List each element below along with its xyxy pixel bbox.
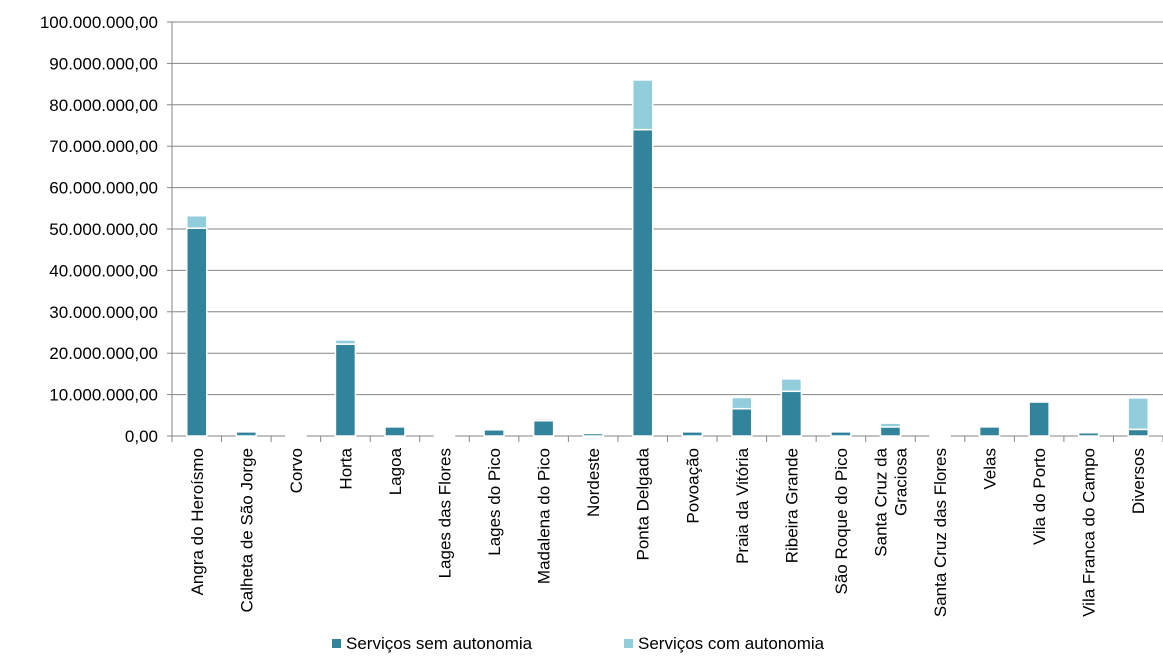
x-tick-label: Diversos (1129, 448, 1148, 514)
legend-swatch (624, 639, 633, 648)
gridlines (172, 21, 1163, 396)
x-tick-label: Praia da Vitória (733, 447, 752, 563)
y-tick-label: 60.000.000,00 (49, 179, 158, 198)
bars (186, 79, 1149, 437)
x-tick-label: Povoação (683, 448, 702, 524)
bar-segment-sem-autonomia (879, 426, 902, 437)
y-tick-label: 80.000.000,00 (49, 96, 158, 115)
bar-segment-sem-autonomia (830, 431, 852, 437)
bar-segment-com-autonomia (334, 339, 357, 345)
x-tick-label: Corvo (287, 448, 306, 493)
bar-segment-sem-autonomia (186, 227, 208, 437)
legend: Serviços sem autonomia Serviços com auton… (332, 634, 825, 653)
x-tick-label: Vila do Porto (1030, 448, 1049, 545)
x-tick-label: Horta (336, 447, 355, 489)
y-tick-label: 50.000.000,00 (49, 220, 158, 239)
x-tick-label: Angra do Heroísmo (188, 448, 207, 595)
bar-segment-com-autonomia (1077, 431, 1100, 434)
x-tick-label: Santa Cruz da (871, 447, 890, 556)
axes (167, 21, 1163, 442)
legend-label: Serviços sem autonomia (346, 634, 533, 653)
bar-segment-sem-autonomia (731, 407, 753, 437)
x-tick-label: Ribeira Grande (782, 448, 801, 563)
bar-segment-com-autonomia (631, 79, 654, 131)
y-tick-label: 40.000.000,00 (49, 261, 158, 280)
bar-segment-com-autonomia (879, 422, 902, 428)
x-tick-label: Ponta Delgada (634, 447, 653, 560)
legend-swatch (332, 639, 341, 648)
y-tick-labels: 0,00 10.000.000,00 20.000.000,00 30.000.000… (40, 13, 158, 446)
bar-segment-sem-autonomia (384, 426, 406, 437)
y-tick-label: 0,00 (125, 427, 158, 446)
y-tick-label: 10.000.000,00 (49, 386, 158, 405)
x-tick-label: Vila Franca do Campo (1080, 448, 1099, 617)
x-tick-label: Lagoa (386, 447, 405, 495)
bar-segment-sem-autonomia (681, 431, 704, 437)
bar-segment-sem-autonomia (433, 434, 456, 437)
x-tick-label: Graciosa (891, 447, 910, 516)
bar-segment-sem-autonomia (780, 390, 803, 437)
x-tick-label: Madalena do Pico (535, 448, 554, 584)
bar-segment-com-autonomia (731, 396, 753, 410)
y-tick-label: 20.000.000,00 (49, 344, 158, 363)
bar-segment-sem-autonomia (631, 128, 654, 437)
y-tick-label: 70.000.000,00 (49, 137, 158, 156)
bar-segment-sem-autonomia (235, 431, 258, 437)
bar-segment-sem-autonomia (334, 343, 357, 437)
bar-segment-sem-autonomia (532, 419, 555, 437)
x-tick-label: Nordeste (584, 448, 603, 517)
x-tick-label: Santa Cruz das Flores (931, 448, 950, 617)
bar-segment-sem-autonomia (285, 434, 307, 437)
x-tick-label: Lages das Flores (436, 448, 455, 578)
x-tick-label: São Roque do Pico (832, 448, 851, 595)
bar-segment-sem-autonomia (483, 429, 505, 437)
bar-segment-com-autonomia (532, 418, 555, 422)
bar-segment-sem-autonomia (1127, 428, 1149, 437)
x-tick-labels: Angra do Heroísmo Calheta de São Jorge Cor… (188, 447, 1148, 617)
bar-segment-sem-autonomia (1028, 401, 1050, 437)
x-tick-label: Calheta de São Jorge (237, 448, 256, 612)
x-tick-label: Velas (981, 448, 1000, 490)
bar-segment-com-autonomia (780, 378, 803, 393)
y-tick-label: 30.000.000,00 (49, 303, 158, 322)
bar-segment-sem-autonomia (978, 426, 1001, 437)
y-tick-label: 90.000.000,00 (49, 54, 158, 73)
bar-segment-sem-autonomia (929, 434, 951, 437)
y-tick-label: 100.000.000,00 (40, 13, 158, 32)
legend-label: Serviços com autonomia (638, 634, 825, 653)
x-tick-label: Lages do Pico (485, 448, 504, 556)
bar-segment-sem-autonomia (582, 432, 604, 437)
bar-segment-com-autonomia (1127, 397, 1149, 431)
bar-segment-com-autonomia (186, 215, 208, 229)
